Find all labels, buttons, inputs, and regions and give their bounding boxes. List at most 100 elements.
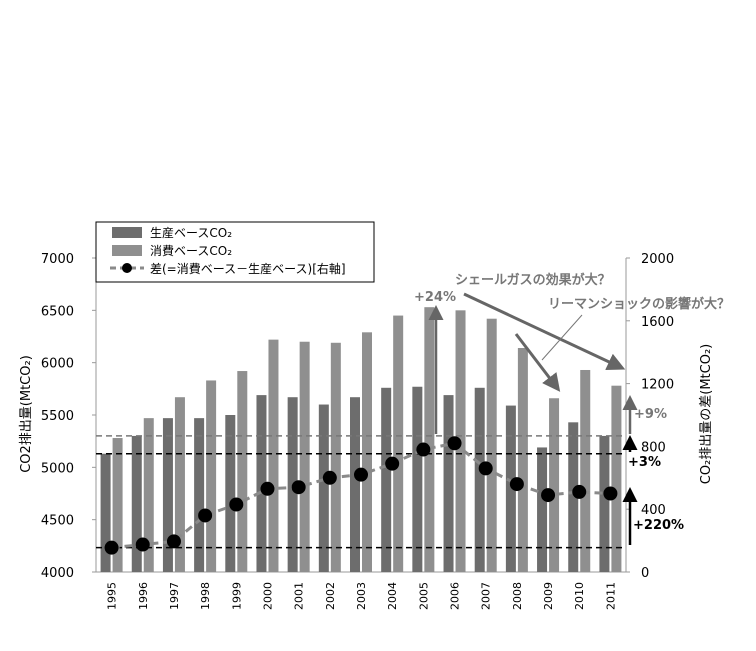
annotation-pct-24: +24% xyxy=(414,290,456,305)
left-y-tick-label: 7000 xyxy=(41,252,74,267)
difference-point xyxy=(104,540,119,555)
legend-label-consumption: 消費ベースCO₂ xyxy=(150,243,232,258)
x-tick-label: 1997 xyxy=(168,582,181,610)
bar-production xyxy=(100,453,111,572)
bar-consumption xyxy=(393,315,404,572)
bar-consumption xyxy=(517,348,528,572)
difference-point xyxy=(166,534,181,549)
legend-swatch-difference-marker xyxy=(122,263,132,273)
bar-production xyxy=(381,387,392,572)
annotation-lehman-arrow xyxy=(514,333,561,392)
bar-production xyxy=(537,447,548,572)
annotation-pct-220: +220% xyxy=(633,518,684,533)
difference-point xyxy=(135,537,150,552)
x-tick-label: 2007 xyxy=(480,582,493,610)
legend-label-difference: 差(=消費ベース－生産ベース)[右軸] xyxy=(150,261,346,276)
bar-consumption xyxy=(486,318,497,572)
x-tick-label: 2005 xyxy=(417,582,430,610)
annotation-lehman: リーマンショックの影響が大？ xyxy=(548,296,730,312)
x-tick-label: 2009 xyxy=(542,582,555,610)
difference-line-layer xyxy=(104,436,618,555)
difference-point xyxy=(291,480,306,495)
x-tick-label: 2010 xyxy=(573,582,586,610)
bar-production xyxy=(568,422,579,572)
difference-point xyxy=(260,481,275,496)
bar-consumption xyxy=(611,385,622,572)
x-tick-label: 1995 xyxy=(106,582,119,610)
annotation-pct-3: +3% xyxy=(628,455,661,470)
x-tick-label: 1999 xyxy=(230,582,243,610)
left-y-tick-label: 4000 xyxy=(41,566,74,581)
right-y-tick-label: 800 xyxy=(641,440,666,455)
x-tick-label: 2008 xyxy=(511,582,524,610)
right-y-tick-label: 400 xyxy=(641,503,666,518)
legend-label-production: 生産ベースCO₂ xyxy=(150,225,232,240)
x-tick-label: 1996 xyxy=(137,582,150,610)
bar-consumption xyxy=(268,339,279,572)
right-y-tick-label: 0 xyxy=(641,566,649,581)
bar-production xyxy=(443,395,454,572)
difference-point xyxy=(198,508,213,523)
legend-swatch-production xyxy=(112,227,142,238)
right-axis-title: CO₂排出量の差(MtCO₂) xyxy=(699,344,714,485)
x-tick-label: 2006 xyxy=(449,582,462,610)
bar-consumption xyxy=(330,342,341,572)
bar-production xyxy=(505,405,516,572)
difference-point xyxy=(354,467,368,482)
bar-consumption xyxy=(206,380,217,572)
bar-production xyxy=(162,418,173,572)
bar-consumption xyxy=(174,397,185,572)
bar-consumption xyxy=(580,369,591,572)
x-tick-label: 1998 xyxy=(199,582,212,610)
bar-consumption xyxy=(143,418,154,572)
difference-point xyxy=(447,436,462,451)
difference-point xyxy=(603,486,618,501)
x-tick-label: 2004 xyxy=(386,582,399,610)
right-y-tick-label: 1200 xyxy=(641,378,674,393)
legend: 生産ベースCO₂ 消費ベースCO₂ 差(=消費ベース－生産ベース)[右軸] xyxy=(95,221,375,283)
annotation-shale-arrow xyxy=(463,292,626,371)
x-tick-label: 2011 xyxy=(604,582,617,610)
legend-swatch-consumption xyxy=(112,245,142,256)
difference-point xyxy=(385,456,400,471)
annotation-pct-9: +9% xyxy=(634,407,667,422)
x-tick-label: 2000 xyxy=(261,582,274,610)
bar-production xyxy=(131,435,142,572)
difference-point xyxy=(478,461,493,476)
difference-point xyxy=(322,470,337,485)
left-y-tick-label: 5000 xyxy=(41,461,74,476)
bar-production xyxy=(412,386,423,572)
difference-point xyxy=(416,442,431,457)
left-y-tick-label: 5500 xyxy=(41,409,74,424)
bar-consumption xyxy=(237,371,248,572)
left-axis-title: CO2排出量(MtCO₂) xyxy=(19,355,34,473)
bar-production xyxy=(194,418,205,572)
bar-production xyxy=(599,435,610,572)
right-y-tick-label: 1600 xyxy=(641,315,674,330)
bar-consumption xyxy=(112,438,123,572)
bar-layer xyxy=(100,307,622,572)
difference-series-line xyxy=(111,441,611,550)
bar-production xyxy=(256,395,267,572)
difference-point xyxy=(229,497,244,512)
reference-lines xyxy=(96,435,626,549)
annotation-shale-gas: シェールガスの効果が大？ xyxy=(455,272,611,288)
bar-production xyxy=(474,387,485,572)
bar-consumption xyxy=(362,332,372,572)
left-y-tick-label: 4500 xyxy=(41,514,74,529)
legend-box xyxy=(95,221,375,283)
x-tick-label: 2003 xyxy=(355,582,368,610)
left-y-axis-ticks: 4000 4500 5000 5500 6000 6500 7000 xyxy=(41,252,96,581)
bar-consumption xyxy=(424,307,435,572)
bar-consumption xyxy=(299,341,310,572)
right-y-tick-label: 2000 xyxy=(641,252,674,267)
bar-production xyxy=(350,397,360,572)
left-y-tick-label: 6000 xyxy=(41,357,74,372)
left-y-tick-label: 6500 xyxy=(41,304,74,319)
difference-point xyxy=(541,488,556,503)
difference-point xyxy=(572,484,587,499)
right-y-axis-ticks: 0 400 800 1200 1600 2000 xyxy=(626,252,674,581)
x-tick-label: 2001 xyxy=(293,582,306,610)
annotation-lehman-pointer xyxy=(541,314,583,361)
